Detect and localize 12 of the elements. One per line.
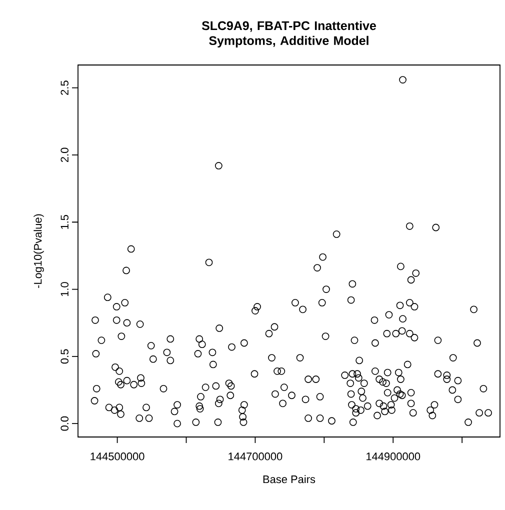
y-tick-label: 0.5 xyxy=(60,349,68,364)
x-tick-label: 144700000 xyxy=(228,452,282,460)
y-tick-label: 1.5 xyxy=(60,214,68,229)
x-tick-label: 144900000 xyxy=(366,452,420,460)
x-axis-title: Base Pairs xyxy=(263,475,316,484)
y-tick-label: 2.5 xyxy=(60,80,68,95)
y-tick-label: 0.0 xyxy=(60,416,68,431)
x-tick-label: 144500000 xyxy=(90,452,144,460)
y-tick-label: 1.0 xyxy=(60,282,68,296)
y-tick-label: 2.0 xyxy=(60,148,68,162)
chart-title: SLC9A9, FBAT-PC Inattentive Symptoms, Additive Model xyxy=(202,20,376,48)
y-axis-title: -Log10(Pvalue) xyxy=(34,214,44,288)
